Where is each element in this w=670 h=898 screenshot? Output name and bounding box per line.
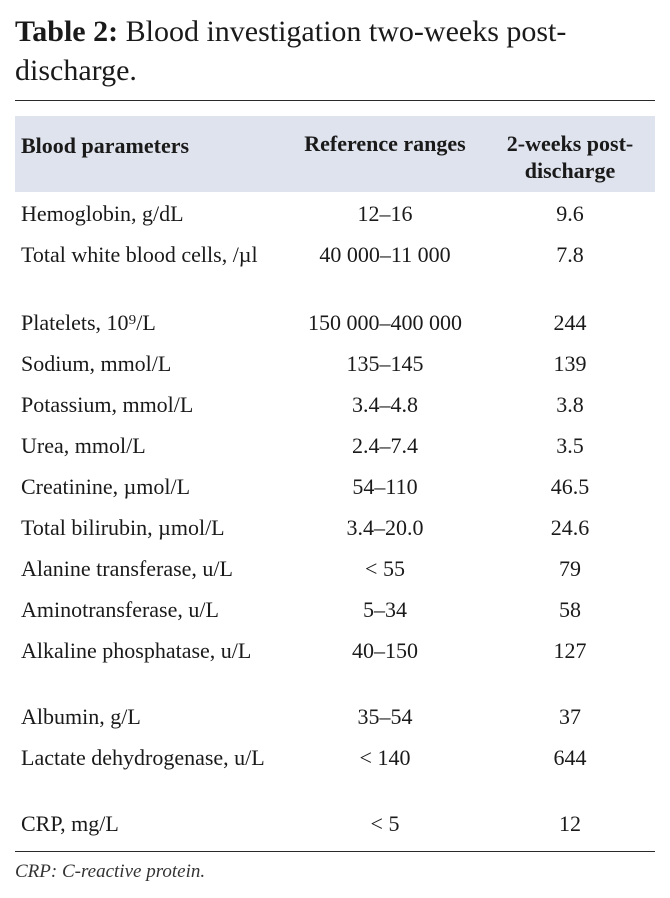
reference-cell: 40 000–11 000 [319, 242, 451, 267]
value-cell: 12 [559, 811, 581, 836]
parameter-cell: Total bilirubin, µmol/L [21, 515, 225, 540]
table-row: Potassium, mmol/L 3.4–4.8 3.8 [15, 391, 655, 432]
value-cell: 3.8 [556, 392, 584, 417]
caption-divider [15, 100, 655, 101]
reference-cell: 12–16 [357, 201, 413, 226]
value-cell: 7.8 [556, 242, 584, 267]
value-cell: 79 [559, 556, 581, 581]
reference-cell: < 140 [359, 745, 411, 770]
table-row: CRP, mg/L < 5 12 [15, 810, 655, 851]
parameter-cell: Platelets, 10⁹/L [21, 310, 156, 335]
table-row: Creatinine, µmol/L 54–110 46.5 [15, 473, 655, 514]
value-cell: 244 [553, 310, 587, 335]
parameter-cell: Alanine transferase, u/L [21, 556, 233, 581]
value-cell: 644 [553, 745, 587, 770]
reference-cell: < 55 [365, 556, 405, 581]
reference-cell: 135–145 [346, 351, 424, 376]
value-cell: 127 [553, 638, 587, 663]
table-row: Total white blood cells, /µl 40 000–11 0… [15, 241, 655, 309]
table-bottom-divider [15, 851, 655, 852]
reference-cell: 3.4–20.0 [346, 515, 424, 540]
table-row: Total bilirubin, µmol/L 3.4–20.0 24.6 [15, 514, 655, 555]
table-footnote: CRP: C-reactive protein. [15, 861, 206, 882]
parameter-cell: Alkaline phosphatase, u/L [21, 638, 252, 663]
parameter-cell: Urea, mmol/L [21, 433, 146, 458]
table-caption: Table 2: Blood investigation two-weeks p… [15, 12, 655, 90]
reference-cell: 35–54 [357, 704, 413, 729]
table-row: Hemoglobin, g/dL 12–16 9.6 [15, 200, 655, 241]
table-body: Hemoglobin, g/dL 12–16 9.6 Total white b… [15, 200, 655, 851]
parameter-cell: Total white blood cells, /µl [21, 242, 258, 267]
value-cell: 46.5 [550, 474, 590, 499]
value-cell: 58 [559, 597, 581, 622]
caption-text: Blood investigation two-weeks post-disch… [15, 15, 567, 87]
table-header: Blood parameters Reference ranges 2-week… [15, 116, 655, 192]
table-row: Alanine transferase, u/L < 55 79 [15, 555, 655, 596]
parameter-cell: Sodium, mmol/L [21, 351, 172, 376]
table-row: Lactate dehydrogenase, u/L < 140 644 [15, 744, 655, 810]
value-cell: 37 [559, 704, 581, 729]
table-row: Sodium, mmol/L 135–145 139 [15, 350, 655, 391]
parameter-cell: Lactate dehydrogenase, u/L [21, 745, 265, 770]
table-row: Albumin, g/L 35–54 37 [15, 703, 655, 744]
parameter-cell: CRP, mg/L [21, 811, 119, 836]
parameter-cell: Potassium, mmol/L [21, 392, 194, 417]
parameter-cell: Aminotransferase, u/L [21, 597, 219, 622]
parameter-cell: Hemoglobin, g/dL [21, 201, 184, 226]
header-reference-ranges: Reference ranges [304, 131, 466, 156]
reference-cell: < 5 [370, 811, 400, 836]
reference-cell: 150 000–400 000 [308, 310, 462, 335]
table-row: Alkaline phosphatase, u/L 40–150 127 [15, 637, 655, 703]
value-cell: 3.5 [556, 433, 584, 458]
parameter-cell: Creatinine, µmol/L [21, 474, 191, 499]
table-row: Platelets, 10⁹/L 150 000–400 000 244 [15, 309, 655, 350]
header-two-weeks-post-discharge: 2-weeks post-discharge [506, 131, 634, 183]
reference-cell: 40–150 [352, 638, 418, 663]
value-cell: 9.6 [556, 201, 584, 226]
header-blood-parameters: Blood parameters [21, 133, 190, 158]
caption-label: Table 2: [15, 15, 119, 48]
parameter-cell: Albumin, g/L [21, 704, 141, 729]
value-cell: 24.6 [550, 515, 590, 540]
reference-cell: 5–34 [363, 597, 407, 622]
value-cell: 139 [553, 351, 587, 376]
reference-cell: 2.4–7.4 [352, 433, 418, 458]
table-row: Aminotransferase, u/L 5–34 58 [15, 596, 655, 637]
reference-cell: 54–110 [352, 474, 418, 499]
reference-cell: 3.4–4.8 [352, 392, 418, 417]
table-row: Urea, mmol/L 2.4–7.4 3.5 [15, 432, 655, 473]
